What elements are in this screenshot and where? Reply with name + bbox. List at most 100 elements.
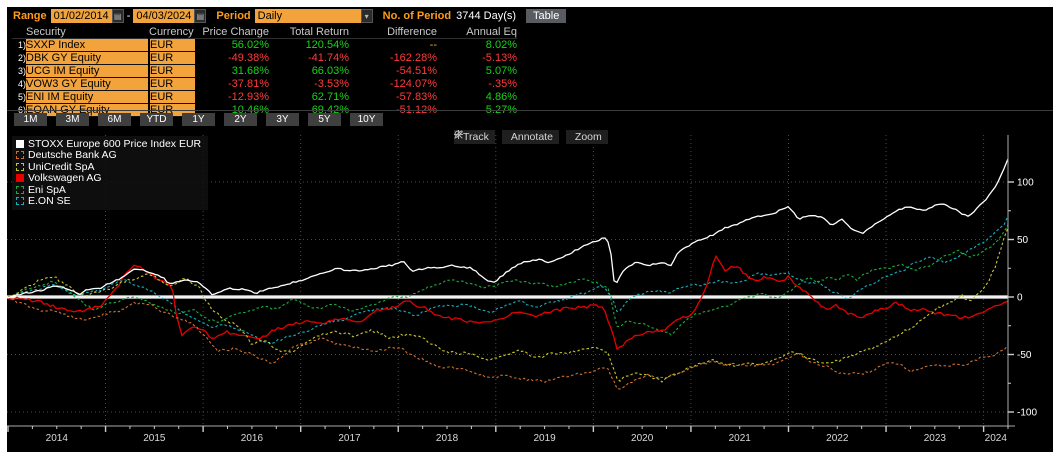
legend-swatch-icon xyxy=(16,174,24,183)
period-select[interactable]: Daily xyxy=(254,9,361,23)
terminal-screen: Range 01/02/2014 ▤ - 04/03/2024 ▤ Period D… xyxy=(7,7,1053,452)
difference-value: -162.28% xyxy=(389,52,437,64)
x-axis-year-label: 2015 xyxy=(143,433,166,444)
legend-swatch-icon xyxy=(16,151,24,160)
y-axis-label: 0 xyxy=(1017,293,1023,304)
security-cell[interactable]: UCG IM Equity xyxy=(26,64,150,78)
table-row: 1) SXXP Index EUR 56.02% 120.54% -- 8.02% xyxy=(12,38,517,52)
range-button-6m[interactable]: 6M xyxy=(98,113,131,126)
currency-cell[interactable]: EUR xyxy=(149,51,195,65)
y-axis-label: -100 xyxy=(1017,408,1037,419)
table-row: 3) UCG IM Equity EUR 31.68% 66.03% -54.51% 5.0… xyxy=(12,64,517,78)
price-change-value: -49.38% xyxy=(228,52,269,64)
difference-value: -57.83% xyxy=(396,91,437,103)
security-cell[interactable]: ENI IM Equity xyxy=(26,90,150,104)
legend-swatch-icon xyxy=(16,197,24,206)
chart-region: -100 -50 0 50 100 2014 2015 2016 2017 2018 2019 202… xyxy=(7,127,1053,452)
x-axis-year-label: 2020 xyxy=(631,433,654,444)
range-button-3y[interactable]: 3Y xyxy=(266,113,299,126)
x-axis-year-label: 2018 xyxy=(436,433,459,444)
column-header-annual-eq: Annual Eq xyxy=(437,25,517,39)
range-button-3m[interactable]: 3M xyxy=(56,113,89,126)
series-line-3 xyxy=(7,225,1009,383)
row-number: 2) xyxy=(17,53,26,63)
legend-item[interactable]: STOXX Europe 600 Price Index EUR xyxy=(16,138,201,150)
legend-label: Volkswagen AG xyxy=(28,172,102,185)
legend-label: UniCredit SpA xyxy=(28,160,95,173)
total-return-value: 62.71% xyxy=(311,91,349,103)
range-button-2y[interactable]: 2Y xyxy=(224,113,257,126)
chart-toolbar: Track Annotate Zoom xyxy=(454,130,608,144)
toolbar-label: Track xyxy=(463,131,489,143)
legend-swatch-icon xyxy=(16,162,24,171)
currency-cell[interactable]: EUR xyxy=(149,90,195,104)
num-period-value: 3744 Day(s) xyxy=(456,10,517,22)
series-line-2 xyxy=(7,294,1009,390)
column-header-price-change: Price Change xyxy=(195,25,269,39)
row-number: 5) xyxy=(17,92,26,102)
series-line-6 xyxy=(7,217,1009,345)
legend-label: Deutsche Bank AG xyxy=(28,149,117,162)
currency-cell[interactable]: EUR xyxy=(149,77,195,91)
annual-eq-value: 5.07% xyxy=(485,65,517,77)
x-axis-year-label: 2016 xyxy=(241,433,264,444)
calendar-icon[interactable]: ▤ xyxy=(194,9,207,23)
zoom-button[interactable]: Zoom xyxy=(454,130,608,144)
series-line-4 xyxy=(7,254,1009,351)
column-header-security: Security xyxy=(26,25,149,39)
security-cell[interactable]: SXXP Index xyxy=(26,38,150,52)
table-button[interactable]: Table xyxy=(526,9,567,23)
comparison-table: Security Currency Price Change Total Return… xyxy=(12,25,517,117)
x-axis-year-label: 2022 xyxy=(826,433,849,444)
y-axis-label: 100 xyxy=(1017,178,1034,189)
track-button[interactable]: Track xyxy=(454,130,495,144)
legend-label: Eni SpA xyxy=(28,183,66,196)
table-row: 4) VOW3 GY Equity EUR -37.81% -3.53% -124.07%… xyxy=(12,77,517,91)
table-header-row: Security Currency Price Change Total Return… xyxy=(12,25,517,39)
annotate-button[interactable]: Annotate xyxy=(454,130,559,144)
x-axis-year-label: 2021 xyxy=(729,433,752,444)
total-return-value: -3.53% xyxy=(314,78,349,90)
annual-eq-value: -5.13% xyxy=(482,52,517,64)
range-button-ytd[interactable]: YTD xyxy=(140,113,173,126)
total-return-value: 120.54% xyxy=(305,39,349,52)
range-button-5y[interactable]: 5Y xyxy=(308,113,341,126)
legend-item[interactable]: E.ON SE xyxy=(16,195,201,207)
top-control-bar: Range 01/02/2014 ▤ - 04/03/2024 ▤ Period D… xyxy=(7,7,1053,25)
security-cell[interactable]: DBK GY Equity xyxy=(26,51,150,65)
num-period-label: No. of Period xyxy=(382,10,452,22)
calendar-icon[interactable]: ▤ xyxy=(111,9,124,23)
price-change-value: 56.02% xyxy=(231,39,269,52)
chart-plot-area[interactable]: -100 -50 0 50 100 2014 2015 2016 2017 2018 2019 202… xyxy=(7,127,1053,452)
annual-eq-value: 8.02% xyxy=(485,39,517,52)
annual-eq-value: -.35% xyxy=(488,78,517,90)
series-line-5 xyxy=(7,224,1009,336)
x-axis-year-label: 2014 xyxy=(46,433,69,444)
divider xyxy=(7,110,1053,111)
range-separator: - xyxy=(126,10,131,22)
currency-cell[interactable]: EUR xyxy=(149,64,195,78)
range-start-input[interactable]: 01/02/2014 xyxy=(50,9,112,23)
legend-item[interactable]: UniCredit SpA xyxy=(16,161,201,173)
chevron-down-icon[interactable]: ▾ xyxy=(360,9,373,23)
range-button-1y[interactable]: 1Y xyxy=(182,113,215,126)
range-end-input[interactable]: 04/03/2024 xyxy=(133,9,195,23)
security-cell[interactable]: VOW3 GY Equity xyxy=(26,77,150,91)
x-axis-year-label: 2019 xyxy=(533,433,556,444)
x-axis-year-label: 2023 xyxy=(924,433,947,444)
legend-item[interactable]: Eni SpA xyxy=(16,184,201,196)
y-axis-label: -50 xyxy=(1017,350,1032,361)
difference-value: -- xyxy=(429,39,437,52)
price-change-value: 31.68% xyxy=(231,65,269,77)
price-change-value: -12.93% xyxy=(228,91,269,103)
legend-item[interactable]: Deutsche Bank AG xyxy=(16,149,201,162)
period-label: Period xyxy=(216,10,251,22)
legend-label: STOXX Europe 600 Price Index EUR xyxy=(28,137,202,150)
range-button-1m[interactable]: 1M xyxy=(14,113,47,126)
legend-item[interactable]: Volkswagen AG xyxy=(16,172,201,185)
row-number: 1) xyxy=(17,40,26,51)
table-row: 2) DBK GY Equity EUR -49.38% -41.74% -162.28%… xyxy=(12,51,517,65)
range-button-10y[interactable]: 10Y xyxy=(350,113,383,126)
currency-cell[interactable]: EUR xyxy=(149,38,195,52)
series-line-1 xyxy=(7,158,1009,299)
